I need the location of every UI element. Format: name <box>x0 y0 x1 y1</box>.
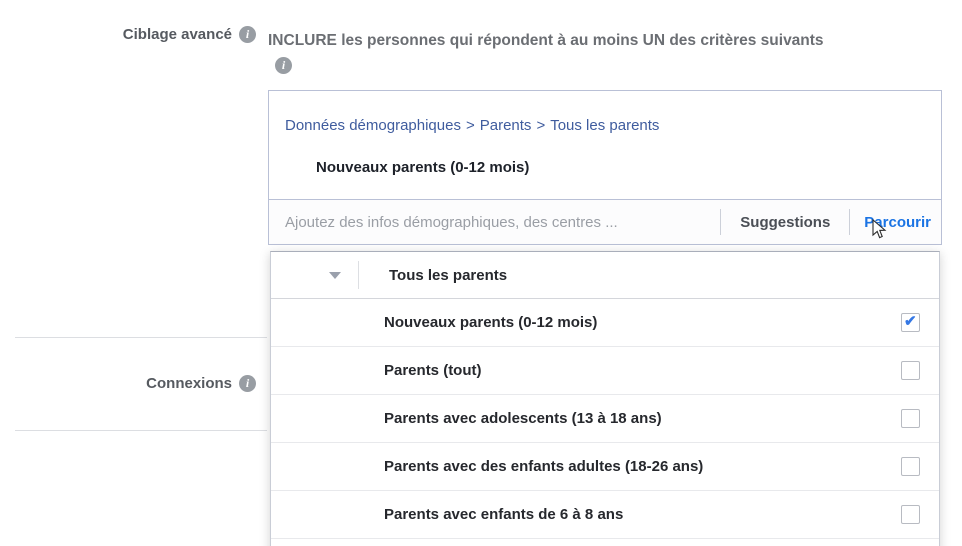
targeting-search-row: Suggestions Parcourir <box>269 199 941 244</box>
breadcrumb: Données démographiques > Parents > Tous les … <box>285 117 659 134</box>
breadcrumb-link-all-parents[interactable]: Tous les parents <box>550 117 660 134</box>
dropdown-item-label: Parents avec adolescents (13 à 18 ans) <box>384 410 662 427</box>
dropdown-item-new-parents[interactable]: Nouveaux parents (0-12 mois) ✔ <box>271 299 939 347</box>
browse-dropdown-panel: Tous les parents Nouveaux parents (0-12 … <box>270 251 940 546</box>
dropdown-item-parents-adult-children[interactable]: Parents avec des enfants adultes (18-26 … <box>271 443 939 491</box>
targeting-search-input[interactable] <box>269 213 721 231</box>
selected-targeting-item[interactable]: Nouveaux parents (0-12 mois) <box>316 159 530 176</box>
vertical-divider <box>358 261 359 289</box>
breadcrumb-link-demographics[interactable]: Données démographiques <box>285 117 461 134</box>
dropdown-item-parents-all[interactable]: Parents (tout) ✔ <box>271 347 939 395</box>
breadcrumb-separator: > <box>536 117 546 134</box>
info-icon[interactable]: i <box>239 375 256 392</box>
item-checkbox[interactable]: ✔ <box>901 313 920 332</box>
breadcrumb-separator: > <box>465 117 475 134</box>
vertical-divider <box>849 209 851 235</box>
include-criteria-header: INCLURE les personnes qui répondent à au… <box>268 32 824 49</box>
connections-label-row: Connexions i <box>0 375 256 392</box>
detailed-targeting-box: Données démographiques > Parents > Tous les … <box>268 90 942 245</box>
item-checkbox[interactable]: ✔ <box>901 505 920 524</box>
section-divider <box>15 337 267 338</box>
section-divider <box>15 430 267 431</box>
info-icon[interactable]: i <box>239 26 256 43</box>
browse-button[interactable]: Parcourir <box>864 213 931 231</box>
dropdown-group-header[interactable]: Tous les parents <box>271 252 939 299</box>
dropdown-group-label: Tous les parents <box>389 266 508 284</box>
dropdown-item-label: Nouveaux parents (0-12 mois) <box>384 314 598 331</box>
collapse-triangle-icon[interactable] <box>329 271 341 279</box>
dropdown-item-label: Parents (tout) <box>384 362 482 379</box>
info-icon[interactable]: i <box>275 57 292 74</box>
advanced-targeting-label: Ciblage avancé <box>122 26 232 43</box>
breadcrumb-link-parents[interactable]: Parents <box>479 117 532 134</box>
dropdown-item-parents-teens[interactable]: Parents avec adolescents (13 à 18 ans) ✔ <box>271 395 939 443</box>
suggestions-button[interactable]: Suggestions <box>740 213 831 231</box>
item-checkbox[interactable]: ✔ <box>901 457 920 476</box>
item-checkbox[interactable]: ✔ <box>901 409 920 428</box>
check-icon: ✔ <box>904 313 917 330</box>
item-checkbox[interactable]: ✔ <box>901 361 920 380</box>
dropdown-item-parents-6-8[interactable]: Parents avec enfants de 6 à 8 ans ✔ <box>271 491 939 539</box>
dropdown-item-label: Parents avec enfants de 6 à 8 ans <box>384 506 624 523</box>
connections-label: Connexions <box>146 375 232 392</box>
vertical-divider <box>720 209 722 235</box>
advanced-targeting-label-row: Ciblage avancé i <box>0 26 256 43</box>
dropdown-item-label: Parents avec des enfants adultes (18-26 … <box>384 458 704 475</box>
